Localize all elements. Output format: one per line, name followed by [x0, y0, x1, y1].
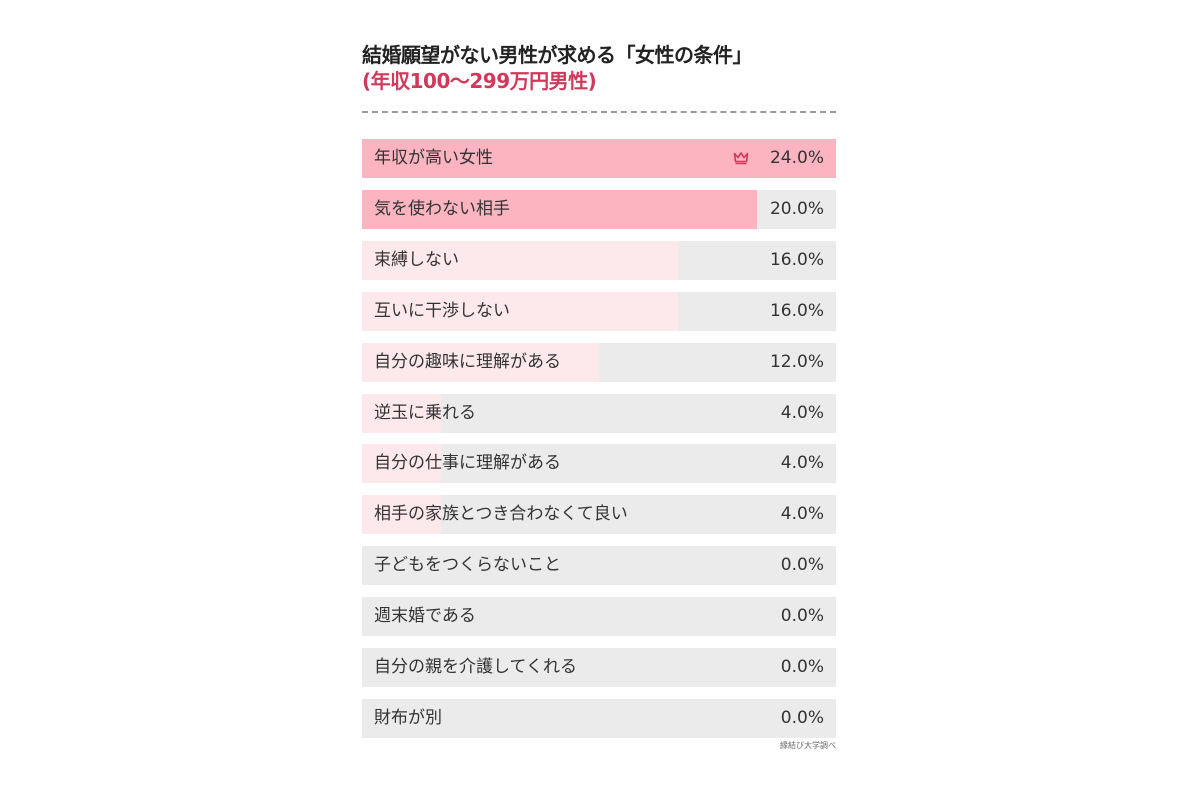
- bar: [362, 444, 441, 483]
- bar: [362, 394, 441, 433]
- bar-label: 束縛しない: [374, 250, 459, 270]
- bar: [362, 343, 599, 382]
- bar: [362, 292, 678, 331]
- bar-label: 相手の家族とつき合わなくて良い: [374, 504, 628, 524]
- bar-value-label: 4.0%: [780, 453, 824, 473]
- bar-row: 週末婚である 0.0%: [362, 597, 836, 636]
- bar-row: 相手の家族とつき合わなくて良い 4.0%: [362, 495, 836, 534]
- bar-label: 年収が高い女性: [374, 148, 493, 168]
- bar-label: 逆玉に乗れる: [374, 403, 476, 423]
- crown-icon: [733, 152, 749, 165]
- bar-label: 自分の趣味に理解がある: [374, 352, 561, 372]
- bar-row: 年収が高い女性 24.0%: [362, 139, 836, 178]
- bar-label: 週末婚である: [374, 606, 476, 626]
- bar-row: 財布が別 0.0%: [362, 699, 836, 738]
- bar-row: 逆玉に乗れる 4.0%: [362, 394, 836, 433]
- bar-value-label: 0.0%: [780, 657, 824, 677]
- bar-label: 自分の親を介護してくれる: [374, 657, 577, 677]
- bar: [362, 190, 757, 229]
- bar-row: 束縛しない 16.0%: [362, 241, 836, 280]
- bar-value-label: 0.0%: [780, 708, 824, 728]
- bar: [362, 139, 836, 178]
- bar-row: 自分の仕事に理解がある 4.0%: [362, 444, 836, 483]
- chart-title: 結婚願望がない男性が求める「女性の条件」: [362, 43, 753, 67]
- bar-value-label: 0.0%: [780, 606, 824, 626]
- bar-value-label: 24.0%: [769, 148, 824, 168]
- bar-row: 自分の親を介護してくれる 0.0%: [362, 648, 836, 687]
- bar-label: 互いに干渉しない: [374, 301, 510, 321]
- bar-value-label: 16.0%: [769, 250, 824, 270]
- bar-value-label: 4.0%: [780, 504, 824, 524]
- chart-subtitle: (年収100〜299万円男性): [362, 69, 597, 93]
- title-divider: [362, 111, 836, 113]
- bar-value-label: 20.0%: [769, 199, 824, 219]
- chart-figure: 結婚願望がない男性が求める「女性の条件」 (年収100〜299万円男性) 年収が…: [362, 40, 836, 750]
- bar-label: 子どもをつくらないこと: [374, 555, 561, 575]
- bar-value-label: 0.0%: [780, 555, 824, 575]
- bar-value-label: 16.0%: [769, 301, 824, 321]
- bar-label: 財布が別: [374, 708, 442, 728]
- bar-label: 気を使わない相手: [374, 199, 510, 219]
- bar-row: 子どもをつくらないこと 0.0%: [362, 546, 836, 585]
- bar: [362, 241, 678, 280]
- bar-value-label: 4.0%: [780, 403, 824, 423]
- bar-value-label: 12.0%: [769, 352, 824, 372]
- bar-row: 互いに干渉しない 16.0%: [362, 292, 836, 331]
- bar-row: 気を使わない相手 20.0%: [362, 190, 836, 229]
- source-credit: 縁結び大学調べ: [780, 741, 836, 750]
- bar: [362, 495, 441, 534]
- bar-label: 自分の仕事に理解がある: [374, 453, 561, 473]
- bar-row: 自分の趣味に理解がある 12.0%: [362, 343, 836, 382]
